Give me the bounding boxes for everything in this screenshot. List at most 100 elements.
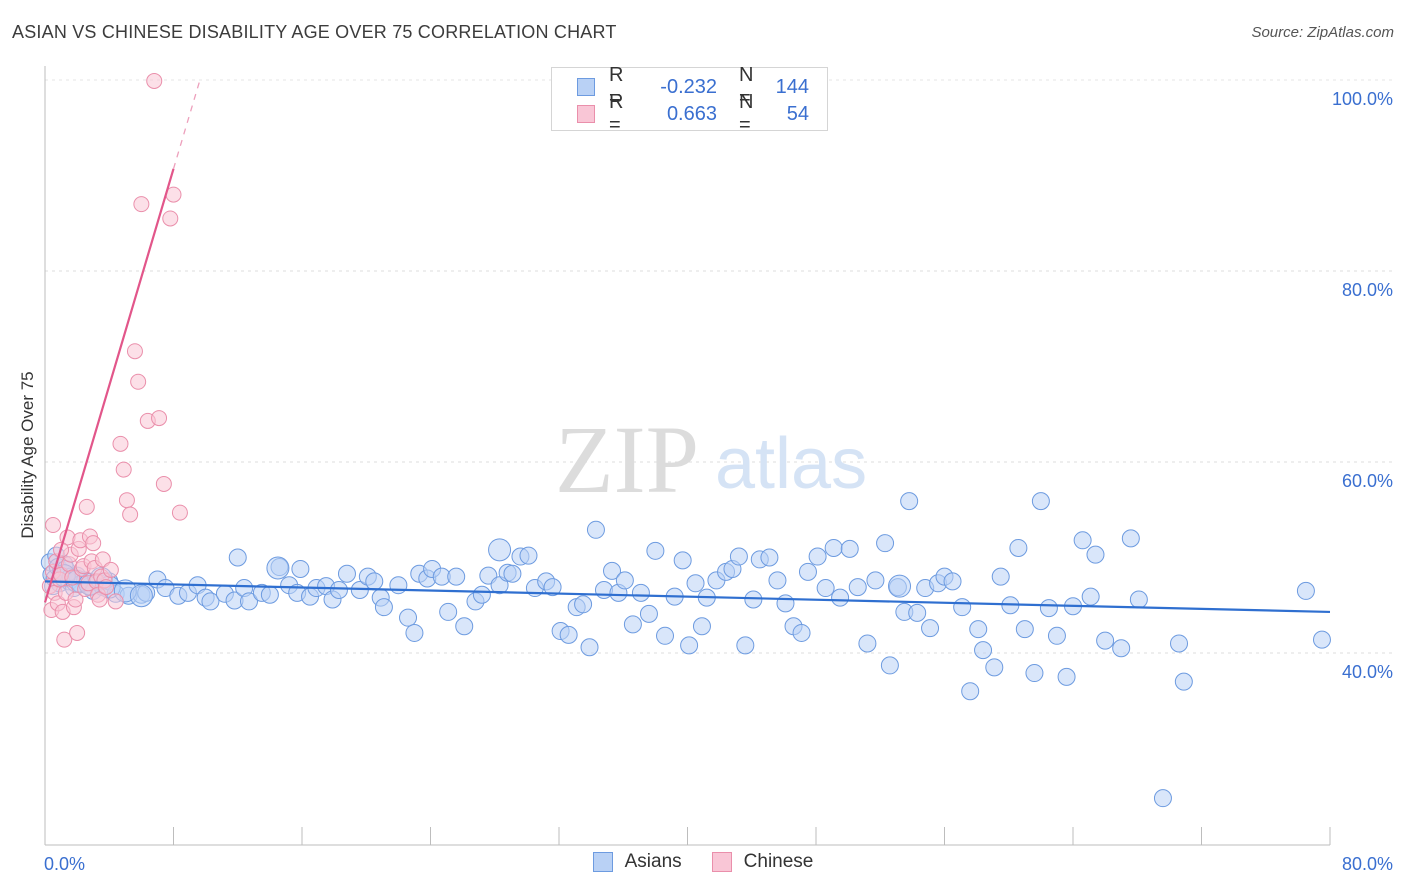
point-asian — [824, 538, 843, 557]
series-label-asians: Asians — [624, 851, 682, 872]
point-chinese — [56, 631, 73, 648]
point-chinese — [151, 410, 168, 427]
point-asian — [472, 585, 491, 604]
point-asian — [1039, 599, 1058, 618]
legend-swatch-asians — [577, 78, 595, 96]
y-axis-label: Disability Age Over 75 — [18, 371, 37, 538]
point-chinese — [122, 506, 139, 523]
watermark: ZIP atlas — [555, 406, 867, 513]
legend-row-asians: R = -0.232 N = 144 — [577, 64, 809, 109]
point-chinese — [112, 435, 129, 452]
correlation-legend: R = -0.232 N = 144 R = 0.663 N = 54 — [551, 64, 828, 136]
x-tick-label: 0.0% — [44, 854, 85, 874]
point-asian — [239, 592, 258, 611]
y-tick-label: 60.0% — [1342, 471, 1393, 491]
point-asian — [519, 546, 538, 565]
point-asian — [374, 598, 393, 617]
legend-r-value-asians: -0.232 — [660, 75, 717, 98]
point-asian — [639, 604, 658, 623]
point-asian — [1073, 531, 1092, 550]
point-asian — [399, 608, 418, 627]
point-asian — [389, 576, 408, 595]
point-asian — [858, 634, 877, 653]
point-asian-large — [488, 538, 512, 562]
point-asian — [574, 595, 593, 614]
legend-r-value-chinese: 0.663 — [666, 102, 717, 125]
point-asian — [580, 638, 599, 657]
source-credit: Source: ZipAtlas.com — [1251, 24, 1394, 41]
point-asian-large — [129, 584, 153, 608]
point-chinese — [85, 535, 102, 552]
point-asian — [692, 617, 711, 636]
trend-lines — [43, 76, 1331, 614]
point-asian — [586, 520, 605, 539]
point-asian — [921, 619, 940, 638]
point-chinese — [69, 624, 86, 641]
trend-line-asians — [44, 580, 1331, 614]
point-asian — [447, 567, 466, 586]
series-swatch-chinese — [711, 852, 732, 872]
point-asian — [1296, 581, 1315, 600]
legend-swatch-chinese — [577, 105, 595, 123]
point-chinese — [45, 517, 62, 534]
point-asian — [228, 548, 247, 567]
legend-n-label: N = — [739, 64, 754, 109]
trend-extension-chinese — [172, 76, 202, 170]
point-asian — [876, 534, 895, 553]
point-asian — [961, 682, 980, 701]
x-tick-label: 80.0% — [1342, 854, 1393, 874]
point-asian — [503, 564, 522, 583]
point-asian — [974, 641, 993, 660]
point-asian — [656, 626, 675, 645]
point-chinese — [162, 210, 179, 227]
point-asian — [768, 571, 787, 590]
legend-n-value-chinese: 54 — [786, 102, 809, 125]
point-asian — [1121, 529, 1140, 548]
point-asian — [900, 492, 919, 511]
point-asian — [1312, 630, 1331, 649]
point-asian — [455, 617, 474, 636]
point-asian — [969, 620, 988, 639]
point-asian — [1031, 492, 1050, 511]
point-asian — [943, 572, 962, 591]
axes — [44, 66, 1331, 846]
trend-line-chinese — [43, 168, 175, 603]
point-asian — [1096, 631, 1115, 650]
point-asian — [1057, 667, 1076, 686]
point-chinese — [67, 591, 84, 608]
y-tick-label: 100.0% — [1332, 89, 1393, 109]
point-asian — [736, 636, 755, 655]
point-asian — [808, 547, 827, 566]
point-asian — [1047, 626, 1066, 645]
legend-n-label: N = — [739, 91, 754, 136]
point-chinese — [102, 561, 119, 578]
point-asian — [1009, 538, 1028, 557]
point-chinese — [155, 475, 172, 492]
point-asian — [729, 547, 748, 566]
point-asian — [831, 588, 850, 607]
series-legend-asians[interactable]: Asians — [592, 851, 682, 873]
point-chinese — [107, 593, 124, 610]
legend-r-label: R = — [609, 91, 624, 136]
legend-r-label: R = — [609, 64, 624, 109]
point-asian — [880, 656, 899, 675]
point-asian — [329, 580, 348, 599]
point-chinese — [118, 492, 135, 509]
point-asian — [792, 623, 811, 642]
point-asian — [1153, 789, 1172, 808]
point-asian — [991, 567, 1010, 586]
point-asian — [439, 602, 458, 621]
point-asian — [680, 636, 699, 655]
point-asian — [631, 583, 650, 602]
point-asian — [1174, 672, 1193, 691]
point-asian — [291, 559, 310, 578]
point-asian-large — [266, 556, 290, 580]
point-asian — [1086, 545, 1105, 564]
point-asian — [623, 615, 642, 634]
point-asian — [908, 603, 927, 622]
point-asian — [816, 579, 835, 598]
series-legend-chinese[interactable]: Chinese — [711, 851, 813, 873]
point-asian — [776, 594, 795, 613]
point-asian — [953, 598, 972, 617]
